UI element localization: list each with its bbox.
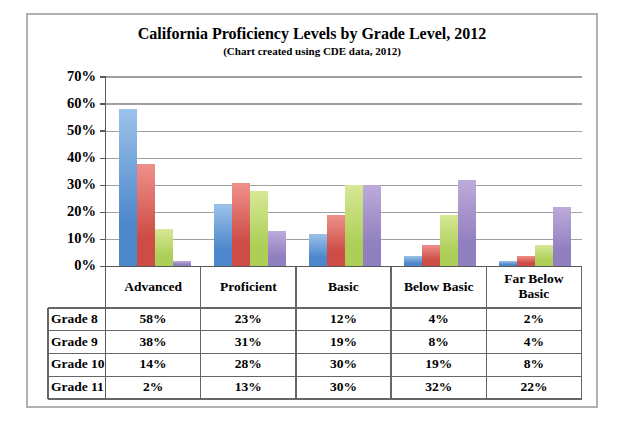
table-cell-grade-9-proficient: 31%: [201, 331, 296, 354]
table-header-basic: Basic: [296, 267, 391, 309]
table-cell-grade-11-below-basic: 32%: [391, 376, 486, 399]
gridline: [106, 212, 582, 213]
gridline: [106, 103, 582, 104]
table-row-label-grade-9: Grade 9: [48, 331, 106, 354]
gridline: [106, 158, 582, 159]
table-cell-grade-10-far-below-basic: 8%: [486, 354, 581, 377]
y-axis-label: 0%: [56, 257, 96, 274]
bar-grade-8-proficient: [214, 204, 232, 266]
y-axis-label: 40%: [56, 149, 96, 166]
table-row-label-grade-11: Grade 11: [48, 376, 106, 399]
table-cell-grade-10-advanced: 14%: [106, 354, 201, 377]
chart-subtitle: (Chart created using CDE data, 2012): [0, 45, 624, 57]
chart-title: California Proficiency Levels by Grade L…: [0, 25, 624, 43]
table-cell-grade-10-basic: 30%: [296, 354, 391, 377]
table-cell-grade-10-proficient: 28%: [201, 354, 296, 377]
table-header-advanced: Advanced: [106, 267, 201, 309]
bar-grade-11-proficient: [268, 231, 286, 266]
bar-grade-10-far-below-basic: [535, 245, 553, 267]
table-row-label-grade-8: Grade 8: [48, 308, 106, 331]
bar-grade-11-basic: [363, 185, 381, 266]
table-cell-grade-11-basic: 30%: [296, 376, 391, 399]
gridline: [106, 131, 582, 132]
gridline: [106, 185, 582, 186]
table-header-proficient: Proficient: [201, 267, 296, 309]
bar-grade-9-advanced: [137, 164, 155, 267]
y-axis-label: 20%: [56, 203, 96, 220]
bar-grade-8-advanced: [119, 109, 137, 266]
table-cell-grade-11-far-below-basic: 22%: [486, 376, 581, 399]
table-cell-grade-9-advanced: 38%: [106, 331, 201, 354]
bar-grade-9-below-basic: [422, 245, 440, 267]
bar-grade-10-basic: [345, 185, 363, 266]
y-axis-label: 70%: [56, 68, 96, 85]
table-cell-grade-11-advanced: 2%: [106, 376, 201, 399]
y-axis-label: 10%: [56, 230, 96, 247]
table-header-far-below-basic: Far Below Basic: [486, 267, 581, 309]
table-cell-grade-8-far-below-basic: 2%: [486, 308, 581, 331]
bar-grade-10-below-basic: [440, 215, 458, 266]
table-row-label-grade-10: Grade 10: [48, 354, 106, 377]
table-cell-grade-8-advanced: 58%: [106, 308, 201, 331]
gridline: [106, 76, 582, 77]
table-header-below-basic: Below Basic: [391, 267, 486, 309]
y-axis-label: 60%: [56, 95, 96, 112]
table-cell-grade-9-basic: 19%: [296, 331, 391, 354]
table-cell-grade-8-basic: 12%: [296, 308, 391, 331]
bar-grade-8-basic: [309, 234, 327, 266]
bar-grade-9-basic: [327, 215, 345, 266]
chart-canvas: California Proficiency Levels by Grade L…: [0, 0, 624, 425]
bar-grade-10-proficient: [250, 191, 268, 267]
table-cell-grade-10-below-basic: 19%: [391, 354, 486, 377]
table-cell-grade-8-proficient: 23%: [201, 308, 296, 331]
table-cell-grade-9-below-basic: 8%: [391, 331, 486, 354]
bar-grade-11-below-basic: [458, 180, 476, 267]
bar-grade-9-proficient: [232, 183, 250, 267]
table-cell-grade-8-below-basic: 4%: [391, 308, 486, 331]
table-cell-grade-11-proficient: 13%: [201, 376, 296, 399]
y-axis-label: 50%: [56, 122, 96, 139]
bar-grade-11-far-below-basic: [553, 207, 571, 267]
table-cell-grade-9-far-below-basic: 4%: [486, 331, 581, 354]
y-axis-label: 30%: [56, 176, 96, 193]
bar-grade-10-advanced: [155, 229, 173, 267]
